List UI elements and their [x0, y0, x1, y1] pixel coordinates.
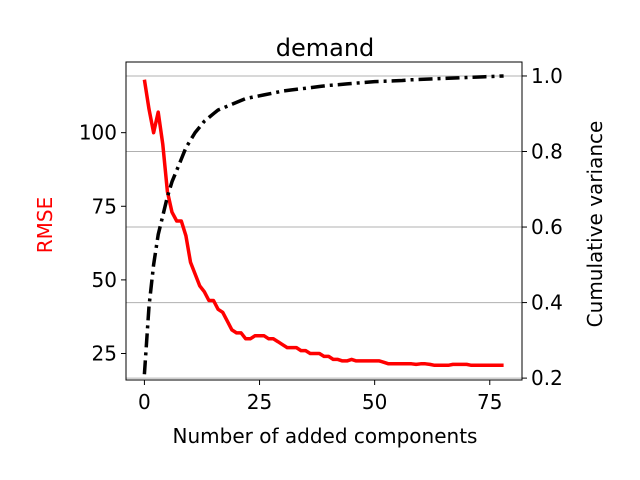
plot-area	[142, 74, 504, 375]
y-left-tick-label: 50	[92, 268, 117, 292]
grid	[126, 75, 522, 379]
y-right-tick-label: 0.4	[531, 291, 563, 315]
y-right-tick-label: 0.8	[531, 140, 563, 164]
x-tick-label: 50	[362, 390, 387, 414]
x-tick-label: 75	[477, 390, 502, 414]
rmse-series-line	[142, 79, 504, 368]
y-right-tick-label: 0.6	[531, 215, 563, 239]
y-right-axis-title: Cumulative variance	[583, 121, 607, 328]
cumulative-variance-series-line	[142, 74, 504, 375]
y-left-tick-label: 75	[92, 194, 117, 218]
y-right-tick-label: 1.0	[531, 64, 563, 88]
x-tick-label: 0	[138, 390, 151, 414]
chart-title: demand	[276, 34, 375, 62]
y-left-tick-label: 25	[92, 342, 117, 366]
y-right-tick-label: 0.2	[531, 366, 563, 390]
x-axis-title: Number of added components	[173, 424, 478, 448]
y-left-axis-title: RMSE	[33, 197, 57, 253]
axes-frame	[125, 61, 523, 381]
x-tick-label: 25	[247, 390, 272, 414]
ticks: 0 25 50 75 25 50 75 100 0.2 0.4 0.6 0.8 1.0	[79, 64, 563, 414]
y-left-tick-label: 100	[79, 121, 117, 145]
axes-border	[125, 61, 523, 381]
